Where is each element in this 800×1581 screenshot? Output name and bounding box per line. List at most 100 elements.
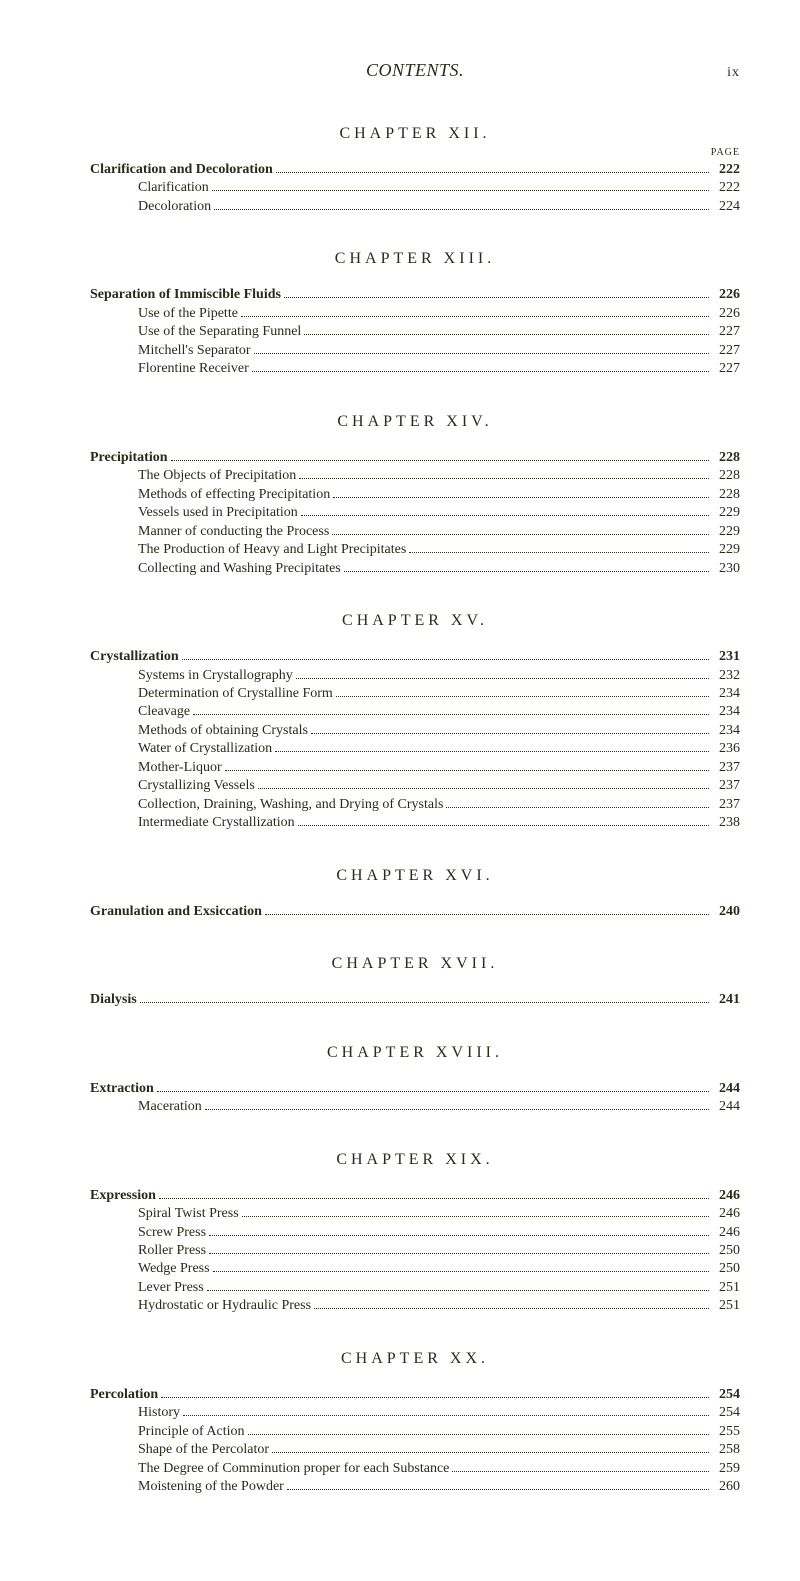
toc-page-number: 244	[712, 1098, 740, 1116]
toc-page-number: 241	[712, 991, 740, 1009]
toc-text: Wedge Press	[138, 1260, 210, 1278]
page-label	[90, 272, 740, 284]
toc-sub-entry: Methods of effecting Precipitation 228	[90, 486, 740, 504]
toc-sub-entry: Florentine Receiver227	[90, 360, 740, 378]
toc-page-number: 237	[712, 777, 740, 795]
toc-leader-dots	[225, 770, 709, 771]
toc-text: Florentine Receiver	[138, 360, 249, 378]
toc-leader-dots	[299, 478, 709, 479]
chapter-block: CHAPTER XIV.Precipitation228The Objects …	[90, 413, 740, 578]
toc-leader-dots	[452, 1471, 709, 1472]
toc-sub-entry: The Production of Heavy and Light Precip…	[90, 541, 740, 559]
toc-page-number: 254	[712, 1404, 740, 1422]
toc-leader-dots	[248, 1434, 709, 1435]
toc-sub-entry: Screw Press246	[90, 1224, 740, 1242]
chapter-block: CHAPTER XIX. Expression246Spiral Twist Pr…	[90, 1151, 740, 1316]
running-head: CONTENTS. ix	[90, 60, 740, 81]
toc-page-number: 250	[712, 1260, 740, 1278]
toc-page-number: 230	[712, 560, 740, 578]
toc-leader-dots	[272, 1452, 709, 1453]
toc-main-entry: Expression246	[90, 1187, 740, 1205]
chapter-heading: CHAPTER XIII.	[90, 250, 740, 268]
toc-sub-entry: Systems in Crystallography 232	[90, 667, 740, 685]
toc-text: Spiral Twist Press	[138, 1205, 239, 1223]
toc-leader-dots	[284, 297, 709, 298]
toc-text: Clarification and Decoloration	[90, 161, 273, 179]
toc-leader-dots	[214, 209, 709, 210]
toc-page-number: 234	[712, 685, 740, 703]
toc-page-number: 227	[712, 342, 740, 360]
toc-text: Use of the Separating Funnel	[138, 323, 301, 341]
toc-sub-entry: Methods of obtaining Crystals234	[90, 722, 740, 740]
toc-leader-dots	[254, 353, 709, 354]
toc-text: Cleavage	[138, 703, 190, 721]
chapters-container: CHAPTER XII.PAGEClarification and Decolo…	[90, 125, 740, 1497]
toc-text: Shape of the Percolator	[138, 1441, 269, 1459]
toc-sub-entry: Manner of conducting the Process229	[90, 523, 740, 541]
toc-leader-dots	[336, 696, 709, 697]
toc-leader-dots	[209, 1235, 709, 1236]
toc-text: Mother-Liquor	[138, 759, 222, 777]
toc-text: Lever Press	[138, 1279, 204, 1297]
toc-leader-dots	[304, 334, 709, 335]
toc-page-number: 232	[712, 667, 740, 685]
toc-leader-dots	[298, 825, 709, 826]
toc-text: Precipitation	[90, 449, 168, 467]
toc-leader-dots	[265, 914, 709, 915]
toc-page-number: 236	[712, 740, 740, 758]
toc-text: Moistening of the Powder	[138, 1478, 284, 1496]
toc-sub-entry: Intermediate Crystallization238	[90, 814, 740, 832]
page-label	[90, 1173, 740, 1185]
toc-text: Maceration	[138, 1098, 202, 1116]
toc-sub-entry: The Objects of Precipitation228	[90, 467, 740, 485]
toc-page-number: 228	[712, 449, 740, 467]
toc-main-entry: Crystallization231	[90, 648, 740, 666]
toc-text: Collection, Draining, Washing, and Dryin…	[138, 796, 443, 814]
toc-page-number: 222	[712, 161, 740, 179]
toc-text: The Degree of Comminution proper for eac…	[138, 1460, 449, 1478]
chapter-block: CHAPTER XV.Crystallization231Systems in …	[90, 612, 740, 833]
toc-main-entry: Percolation254	[90, 1386, 740, 1404]
toc-sub-entry: History254	[90, 1404, 740, 1422]
toc-leader-dots	[140, 1002, 709, 1003]
chapter-heading: CHAPTER XVII.	[90, 955, 740, 973]
toc-page-number: 237	[712, 796, 740, 814]
chapter-heading: CHAPTER XIX.	[90, 1151, 740, 1169]
toc-sub-entry: Collecting and Washing Precipitates230	[90, 560, 740, 578]
toc-leader-dots	[159, 1198, 709, 1199]
toc-text: Methods of effecting Precipitation	[138, 486, 330, 504]
toc-page-number: 228	[712, 486, 740, 504]
toc-main-entry: Granulation and Exsiccation240	[90, 903, 740, 921]
toc-leader-dots	[301, 515, 709, 516]
toc-sub-entry: Use of the Separating Funnel227	[90, 323, 740, 341]
toc-leader-dots	[446, 807, 709, 808]
page-label	[90, 1372, 740, 1384]
toc-page-number: 229	[712, 541, 740, 559]
toc-page-number: 238	[712, 814, 740, 832]
toc-leader-dots	[213, 1271, 709, 1272]
toc-text: Separation of Immiscible Fluids	[90, 286, 281, 304]
toc-page-number: 237	[712, 759, 740, 777]
chapter-heading: CHAPTER XVI.	[90, 867, 740, 885]
toc-leader-dots	[252, 371, 709, 372]
toc-text: The Production of Heavy and Light Precip…	[138, 541, 406, 559]
toc-leader-dots	[171, 460, 709, 461]
chapter-block: CHAPTER XVII.Dialysis241	[90, 955, 740, 1009]
toc-page-number: 251	[712, 1297, 740, 1315]
page-label	[90, 889, 740, 901]
toc-leader-dots	[344, 571, 709, 572]
toc-main-entry: Precipitation 228	[90, 449, 740, 467]
toc-text: Hydrostatic or Hydraulic Press	[138, 1297, 311, 1315]
toc-text: Determination of Crystalline Form	[138, 685, 333, 703]
toc-leader-dots	[275, 751, 709, 752]
toc-leader-dots	[193, 714, 709, 715]
toc-page-number: 260	[712, 1478, 740, 1496]
toc-main-entry: Clarification and Decoloration 222	[90, 161, 740, 179]
toc-text: Systems in Crystallography	[138, 667, 293, 685]
toc-page-number: 259	[712, 1460, 740, 1478]
toc-sub-entry: Collection, Draining, Washing, and Dryin…	[90, 796, 740, 814]
toc-page-number: 228	[712, 467, 740, 485]
toc-leader-dots	[241, 316, 709, 317]
toc-text: Methods of obtaining Crystals	[138, 722, 308, 740]
toc-sub-entry: Principle of Action255	[90, 1423, 740, 1441]
